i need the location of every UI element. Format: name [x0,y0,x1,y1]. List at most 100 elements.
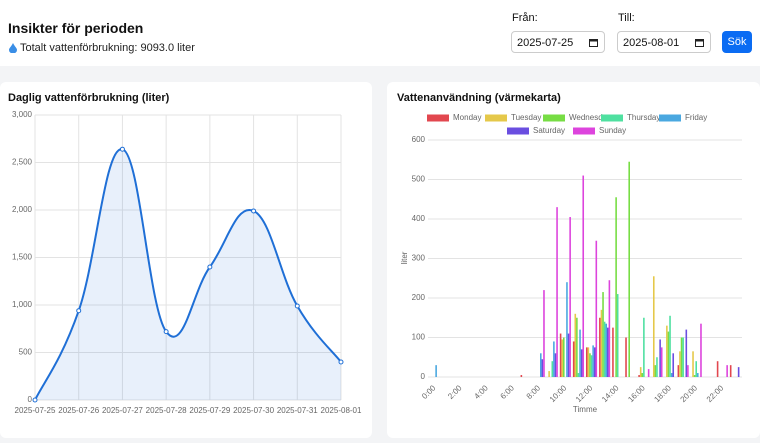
point [76,308,82,314]
bar [605,323,608,377]
bar [561,339,563,377]
bar [680,337,683,377]
x-tick-label: 0:00 [420,383,438,401]
y-tick-label: 1,000 [12,300,33,309]
point [32,397,38,403]
bar [685,329,688,377]
bar [590,355,593,377]
x-tick-label: 2025-07-30 [233,406,274,415]
bar [603,321,606,377]
x-tick-label: 14:00 [600,383,621,404]
bar [541,359,544,377]
bar-chart: Vattenanvändning (värmekarta) 0 100 200 300 4… [397,92,742,414]
bar [577,373,580,377]
bar [638,375,640,377]
bar [543,290,545,377]
bar [641,373,644,377]
bar [639,367,642,377]
bar [700,323,702,377]
bar [643,317,645,377]
bar [551,361,554,377]
bar [672,353,675,377]
bar [716,361,719,377]
from-input[interactable]: 2025-07-25 [511,31,605,53]
bar [682,337,684,377]
bar [695,361,698,377]
bar [625,337,627,377]
bar [677,365,680,377]
bar [576,317,578,377]
y-axis-title: liter [400,251,409,264]
bar [612,327,614,377]
x-tick-label: 16:00 [626,383,647,404]
to-input[interactable]: 2025-08-01 [617,31,711,53]
y-tick-label: 500 [19,348,33,357]
bar [540,353,542,377]
bar [608,280,611,377]
x-tick-label: 2025-07-31 [277,406,318,415]
bar [559,333,562,377]
calendar-icon [589,39,598,47]
y-tick-label: 0 [28,395,33,404]
y-tick-label: 1,500 [12,253,33,262]
x-tick-label: 22:00 [705,383,726,404]
bar [566,282,568,377]
x-tick-label: 2025-08-01 [321,406,362,415]
bar [580,349,583,377]
bar [660,347,663,377]
bar [569,217,571,377]
bar [602,292,604,377]
to-value: 2025-08-01 [623,37,680,49]
legend-swatch [485,114,507,122]
point [207,264,213,270]
title: Insikter för perioden [8,20,144,36]
point [251,208,257,214]
x-tick-label: 10:00 [548,383,569,404]
card: Vattenanvändning (värmekarta) 0 100 200 300 4… [387,82,760,438]
point [338,359,344,365]
y-tick-label: 300 [412,254,426,263]
bar [670,373,673,377]
bar [616,294,619,377]
bar [628,161,630,377]
bar [585,347,588,377]
x-axis-title: Timme [573,405,598,414]
y-tick-label: 2,000 [12,205,33,214]
bar [659,339,661,377]
bar [587,347,590,377]
bar [553,341,555,377]
x-tick-label: 18:00 [652,383,673,404]
bar [679,351,681,377]
x-tick-label: 2025-07-26 [58,406,99,415]
drop-icon [9,43,17,53]
area [35,149,341,400]
legend-label: Tuesday [511,113,541,122]
point [163,329,169,335]
y-tick-label: 2,500 [12,158,33,167]
legend-swatch [543,114,565,122]
bar [554,353,557,377]
from-label: Från: [512,12,538,24]
bar [574,313,577,377]
bar [697,373,699,377]
bar [556,207,558,377]
bar [567,333,570,377]
bar [562,337,565,377]
bar [669,315,671,377]
bar [692,351,694,377]
legend-label: Monday [453,113,481,122]
search-button[interactable]: Sök [722,31,752,53]
bar [572,341,575,377]
chart-title: Daglig vattenförbrukning (liter) [8,92,170,104]
legend-swatch [427,114,449,122]
to-label: Till: [618,12,635,24]
y-tick-label: 0 [421,372,426,381]
x-tick-label: 2025-07-27 [102,406,143,415]
legend-label: Friday [685,113,707,122]
x-tick-label: 6:00 [499,383,517,401]
y-tick-label: 200 [412,293,426,302]
bar [652,276,655,377]
bar [647,369,650,377]
total: Totalt vattenförbrukning: 9093.0 liter [20,42,195,54]
